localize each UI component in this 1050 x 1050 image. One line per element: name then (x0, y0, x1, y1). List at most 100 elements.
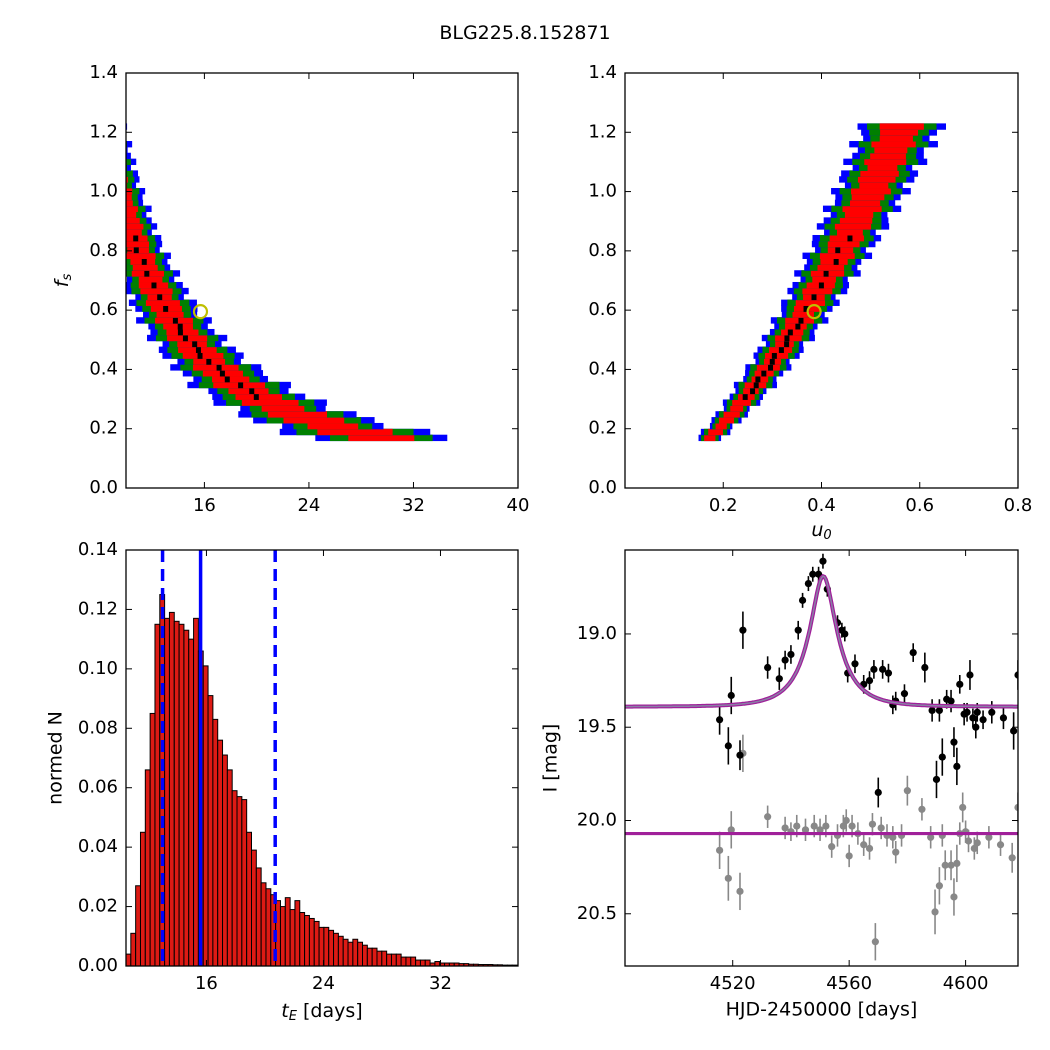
hist-bar (207, 695, 214, 967)
density-cell-best (742, 393, 748, 400)
density-cell-sigma1 (874, 146, 908, 154)
hist-bar (226, 769, 233, 967)
data-point-black (798, 596, 807, 604)
hist-bar (304, 914, 310, 967)
data-point-black (716, 716, 724, 724)
data-point-black (727, 691, 735, 700)
hist-bar (395, 953, 402, 967)
data-point-black (900, 690, 909, 698)
y-tick-label: 0.0 (588, 477, 617, 498)
density-cell-best (768, 364, 774, 371)
data-point-black (739, 626, 747, 634)
data-point-gray (985, 833, 993, 841)
data-point-black (794, 626, 802, 634)
data-point-black (724, 742, 732, 750)
y-tick-label: 19.0 (577, 623, 617, 644)
density-cell-best (238, 381, 244, 389)
data-point-black (938, 753, 946, 761)
x-axis-label: u0 (811, 519, 831, 543)
density-cell-sigma1 (857, 176, 896, 183)
density-cell-sigma1 (844, 211, 874, 218)
hist-bar (164, 617, 170, 967)
density-cell-best (219, 370, 225, 377)
hist-bar (255, 867, 262, 967)
data-point-black (1014, 671, 1018, 679)
data-point-gray (828, 843, 836, 851)
density-cell-best (795, 323, 801, 330)
hist-bar (250, 849, 257, 967)
data-point-gray (903, 787, 911, 795)
x-tick-label: 32 (429, 973, 452, 994)
data-point-gray (865, 844, 874, 853)
hist-bar (294, 900, 301, 967)
data-point-black (966, 671, 974, 679)
density-cell-sigma1 (267, 411, 327, 418)
data-point-gray (892, 848, 900, 856)
y-tick-label: 1.4 (89, 62, 118, 83)
y-tick-label: 0.10 (78, 658, 118, 679)
hist-bar (202, 665, 209, 967)
data-point-black (804, 579, 813, 588)
density-cell-sigma1 (827, 246, 854, 254)
hist-bar (323, 926, 330, 967)
y-tick-label: 0.02 (78, 896, 118, 917)
density-cell-sigma1 (792, 311, 814, 318)
data-point-black (963, 708, 971, 716)
density-cell-best (761, 370, 767, 377)
density-cell-sigma1 (261, 405, 305, 412)
hist-bar (222, 754, 228, 967)
density-cell-sigma2 (126, 158, 131, 166)
y-tick-label: 0.6 (89, 299, 118, 320)
density-cell-sigma2 (126, 205, 146, 212)
density-cell-sigma1 (138, 276, 163, 283)
data-point-gray (781, 824, 789, 832)
density-cell-best (182, 334, 188, 342)
density-cell-sigma1 (704, 434, 716, 442)
panel-tE-histogram: 16 24 32 0.00 0.02 0.04 0.06 0.08 0.10 0.12 0.14 tE… (45, 539, 519, 1024)
hist-bar (279, 906, 286, 967)
density-cell-sigma1 (829, 234, 864, 242)
hist-bar (390, 953, 397, 967)
data-point-black (1010, 727, 1018, 735)
density-cell-best (133, 246, 139, 254)
hist-bar (149, 712, 156, 967)
x-tick-label: 40 (507, 495, 530, 516)
data-point-gray (724, 874, 732, 882)
best-fit-marker (806, 304, 822, 320)
density-cell-sigma1 (100, 159, 124, 165)
hist-bar (217, 739, 224, 967)
density-cell-sigma1 (126, 205, 138, 212)
density-cell-sigma2 (126, 176, 135, 183)
hist-bar (135, 885, 141, 967)
x-tick-label: 24 (297, 495, 320, 516)
y-tick-label: 0.04 (78, 836, 118, 857)
density-cell-sigma2 (126, 182, 132, 189)
hist-bar (246, 831, 252, 967)
axes-frame (125, 72, 519, 489)
density-cell-best (206, 358, 212, 365)
hist-bar (381, 950, 388, 967)
density-cell-sigma1 (105, 165, 123, 171)
model-curve-core (625, 575, 1018, 708)
data-point-gray (959, 803, 967, 812)
data-point-black (979, 716, 987, 724)
density-cell-best (755, 375, 761, 383)
data-point-gray (927, 833, 935, 841)
density-cell-best (803, 305, 809, 312)
data-point-gray (816, 826, 824, 834)
hist-bar (357, 941, 364, 967)
density-cell-sigma1 (836, 229, 863, 236)
axes-frame (125, 549, 519, 967)
density-cell-sigma1 (827, 240, 860, 248)
hist-bar (188, 638, 195, 967)
hist-bar (289, 909, 296, 967)
data-point-black (775, 675, 783, 683)
data-point-gray (931, 908, 939, 916)
y-tick-label: 1.4 (588, 62, 617, 83)
data-point-black (999, 714, 1008, 722)
data-point-gray (877, 824, 885, 832)
hist-bar (125, 953, 132, 967)
y-tick-label: 20.0 (577, 809, 617, 830)
data-point-gray (947, 861, 955, 869)
